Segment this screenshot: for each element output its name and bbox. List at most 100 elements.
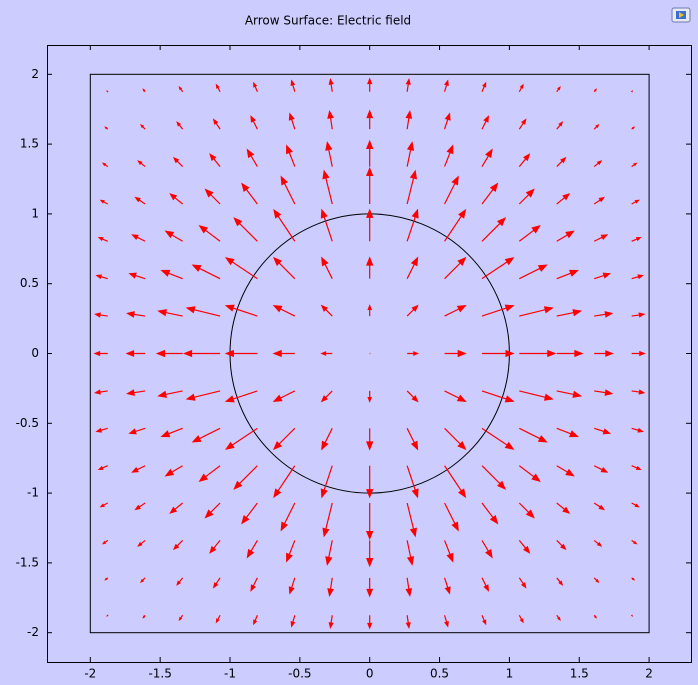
field-arrow bbox=[556, 577, 564, 586]
field-arrow bbox=[518, 502, 535, 519]
field-arrow bbox=[191, 264, 221, 280]
field-arrow bbox=[631, 126, 636, 130]
field-arrow bbox=[405, 110, 413, 130]
field-arrow bbox=[406, 502, 417, 538]
field-arrow bbox=[101, 162, 109, 168]
field-arrow bbox=[444, 256, 467, 280]
x-tick-label: -2 bbox=[84, 667, 96, 681]
field-arrow bbox=[367, 77, 373, 92]
field-arrow bbox=[157, 309, 183, 317]
x-tick-label: 0.5 bbox=[430, 667, 449, 681]
field-arrow bbox=[518, 118, 527, 130]
field-arrow bbox=[322, 169, 333, 205]
field-arrow bbox=[142, 614, 146, 619]
field-arrow bbox=[593, 88, 597, 93]
field-arrow bbox=[366, 577, 374, 598]
field-arrow bbox=[367, 615, 373, 630]
field-arrow bbox=[631, 427, 644, 433]
field-arrow bbox=[519, 264, 548, 280]
field-arrow bbox=[481, 615, 487, 626]
field-arrow bbox=[366, 166, 374, 204]
field-arrow bbox=[481, 148, 493, 167]
field-arrow bbox=[593, 234, 609, 242]
field-arrow bbox=[366, 139, 374, 167]
field-arrow bbox=[405, 78, 411, 92]
field-arrow bbox=[288, 577, 296, 595]
field-arrow bbox=[406, 304, 419, 317]
field-arrow bbox=[405, 615, 411, 629]
field-arrow bbox=[518, 188, 535, 205]
field-arrow bbox=[519, 390, 554, 401]
field-arrow bbox=[176, 577, 184, 586]
chart-title: Arrow Surface: Electric field bbox=[245, 14, 411, 28]
field-arrow bbox=[556, 193, 571, 205]
field-arrow bbox=[272, 390, 296, 402]
field-arrow bbox=[204, 188, 221, 205]
field-arrow bbox=[95, 427, 108, 433]
field-arrow bbox=[406, 169, 417, 205]
field-arrow bbox=[233, 465, 258, 490]
field-arrow bbox=[272, 427, 296, 451]
field-arrow bbox=[406, 208, 419, 242]
field-arrow bbox=[224, 257, 258, 280]
field-arrow bbox=[481, 115, 490, 130]
field-arrow bbox=[519, 427, 548, 443]
y-tick-label: 0.5 bbox=[20, 276, 39, 290]
field-arrow bbox=[631, 350, 646, 357]
field-arrow bbox=[556, 309, 583, 317]
field-arrow bbox=[518, 224, 541, 242]
field-arrow bbox=[290, 79, 296, 92]
field-arrow bbox=[280, 502, 296, 532]
field-arrow bbox=[131, 234, 146, 242]
field-arrow bbox=[327, 577, 334, 597]
field-arrow bbox=[327, 110, 334, 130]
field-arrow bbox=[481, 502, 499, 525]
field-arrow bbox=[594, 427, 612, 435]
field-arrow bbox=[406, 465, 419, 499]
field-arrow bbox=[481, 577, 490, 592]
field-arrow bbox=[481, 217, 507, 242]
field-arrow bbox=[321, 428, 333, 451]
field-arrow bbox=[140, 123, 146, 130]
field-arrow bbox=[272, 305, 296, 317]
field-arrow bbox=[241, 182, 258, 205]
field-arrow bbox=[444, 465, 467, 499]
field-arrow bbox=[406, 141, 415, 167]
x-tick-label: 2 bbox=[645, 667, 653, 681]
field-arrow bbox=[444, 349, 467, 358]
field-arrow bbox=[286, 540, 296, 563]
field-arrow bbox=[631, 539, 638, 545]
field-arrow bbox=[322, 502, 333, 538]
field-arrow bbox=[593, 577, 600, 584]
field-arrow bbox=[406, 256, 419, 279]
field-arrow bbox=[481, 182, 499, 205]
field-arrow bbox=[272, 256, 296, 280]
field-arrow bbox=[320, 351, 333, 356]
field-arrow bbox=[444, 427, 467, 451]
field-arrow bbox=[556, 85, 561, 93]
toolbar-icon[interactable] bbox=[671, 7, 691, 23]
field-arrow bbox=[593, 196, 605, 205]
x-tick-label: -0.5 bbox=[288, 667, 311, 681]
field-arrow bbox=[631, 199, 640, 205]
field-arrow bbox=[406, 428, 419, 451]
field-arrow bbox=[99, 502, 109, 508]
field-arrow bbox=[212, 577, 221, 589]
field-arrow bbox=[631, 312, 646, 318]
field-arrow bbox=[594, 389, 614, 396]
field-arrow bbox=[93, 350, 108, 357]
field-arrow bbox=[518, 465, 541, 483]
field-arrow bbox=[273, 465, 296, 499]
field-arrow bbox=[366, 465, 374, 499]
y-tick-label: 0 bbox=[31, 346, 39, 360]
field-arrow bbox=[280, 175, 296, 205]
field-arrow bbox=[176, 121, 184, 130]
field-arrow bbox=[241, 502, 258, 525]
field-arrow bbox=[593, 539, 603, 547]
field-arrow bbox=[126, 389, 146, 396]
field-arrow bbox=[443, 615, 449, 628]
field-arrow bbox=[126, 311, 146, 318]
field-arrow bbox=[367, 390, 373, 403]
field-arrow bbox=[631, 502, 640, 508]
